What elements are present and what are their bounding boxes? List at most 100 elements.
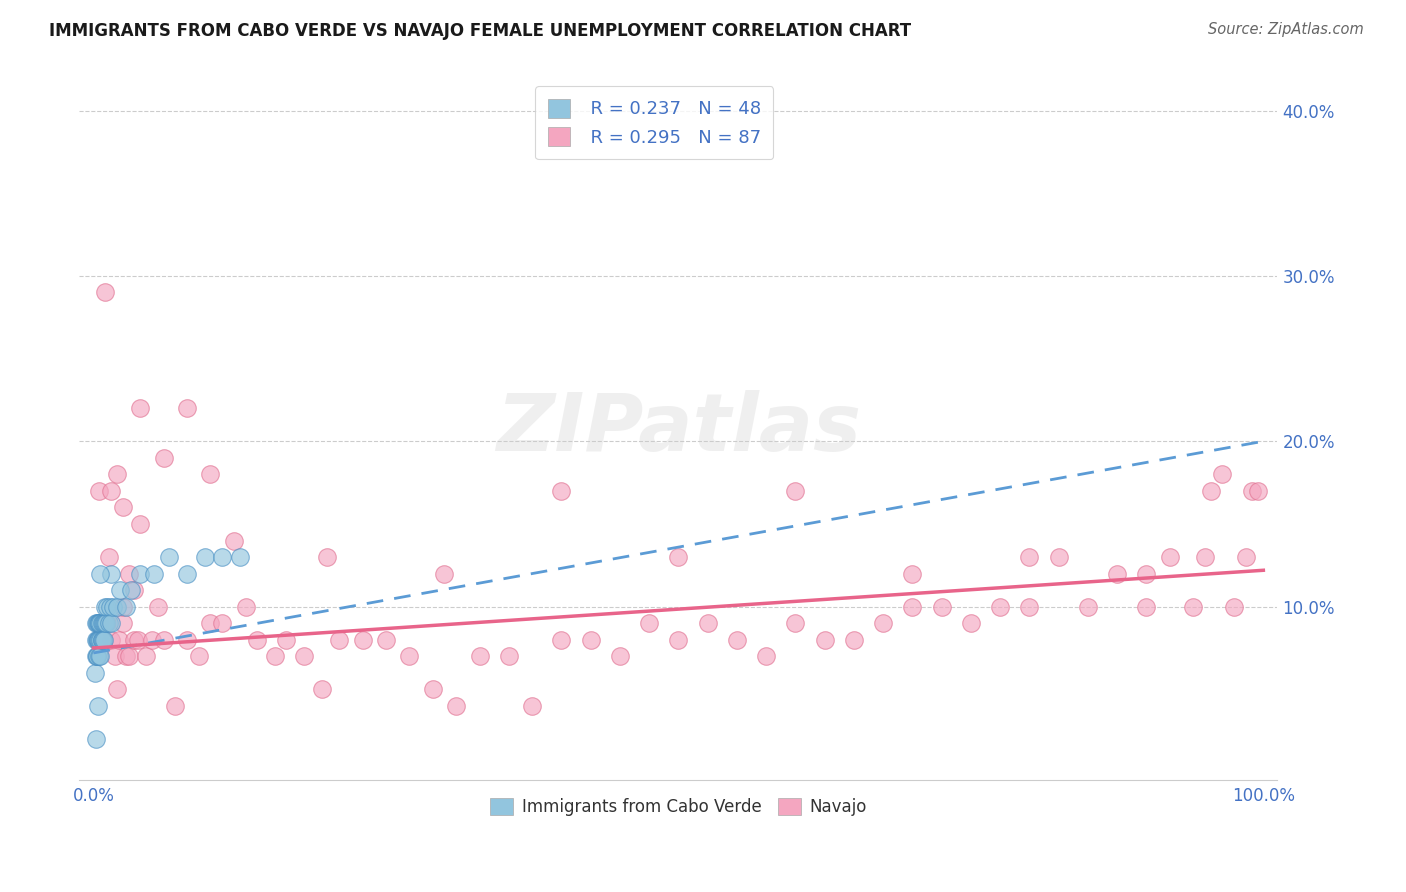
Point [100, 483, 122, 498]
Point [668, 632, 690, 647]
Point [146, 599, 169, 614]
Point [1234, 549, 1257, 564]
Point [96, 616, 118, 631]
Point [105, 599, 128, 614]
Text: ZIPatlas: ZIPatlas [496, 390, 860, 468]
Point [292, 649, 315, 664]
Point [84, 632, 107, 647]
Point [960, 616, 983, 631]
Point [1135, 599, 1157, 614]
Point [87, 616, 110, 631]
Point [127, 632, 149, 647]
Point [90, 632, 112, 647]
Point [129, 401, 152, 416]
Point [1077, 599, 1099, 614]
Point [1107, 566, 1129, 581]
Point [111, 500, 134, 515]
Point [374, 632, 396, 647]
Point [108, 632, 131, 647]
Point [1182, 599, 1205, 614]
Point [276, 632, 298, 647]
Point [84, 616, 107, 631]
Point [785, 616, 807, 631]
Point [1246, 483, 1268, 498]
Point [89, 616, 111, 631]
Point [988, 599, 1011, 614]
Point [872, 616, 894, 631]
Point [901, 566, 924, 581]
Point [1135, 566, 1157, 581]
Point [696, 616, 718, 631]
Point [609, 649, 631, 664]
Text: Source: ZipAtlas.com: Source: ZipAtlas.com [1208, 22, 1364, 37]
Point [1199, 483, 1222, 498]
Point [91, 616, 114, 631]
Point [668, 549, 690, 564]
Point [228, 549, 250, 564]
Point [100, 616, 122, 631]
Point [86, 616, 108, 631]
Point [398, 649, 420, 664]
Point [211, 616, 233, 631]
Point [96, 616, 118, 631]
Point [263, 649, 285, 664]
Point [129, 516, 152, 531]
Point [103, 599, 125, 614]
Point [124, 583, 146, 598]
Point [246, 632, 269, 647]
Point [200, 616, 222, 631]
Point [159, 549, 181, 564]
Point [638, 616, 661, 631]
Point [165, 698, 187, 713]
Point [86, 632, 108, 647]
Point [1018, 549, 1040, 564]
Text: IMMIGRANTS FROM CABO VERDE VS NAVAJO FEMALE UNEMPLOYMENT CORRELATION CHART: IMMIGRANTS FROM CABO VERDE VS NAVAJO FEM… [49, 22, 911, 40]
Point [194, 549, 217, 564]
Point [152, 632, 174, 647]
Point [1240, 483, 1263, 498]
Point [89, 632, 111, 647]
Point [520, 698, 543, 713]
Point [498, 649, 520, 664]
Point [89, 616, 111, 631]
Point [1211, 467, 1233, 482]
Point [93, 632, 115, 647]
Point [120, 583, 142, 598]
Point [141, 632, 163, 647]
Point [152, 450, 174, 465]
Point [931, 599, 953, 614]
Point [311, 682, 333, 697]
Point [86, 649, 108, 664]
Point [316, 549, 339, 564]
Point [755, 649, 778, 664]
Point [94, 616, 117, 631]
Point [1223, 599, 1246, 614]
Point [176, 632, 198, 647]
Point [444, 698, 467, 713]
Point [235, 599, 257, 614]
Point [1018, 599, 1040, 614]
Point [103, 649, 125, 664]
Point [1194, 549, 1216, 564]
Point [550, 483, 572, 498]
Point [84, 649, 107, 664]
Point [422, 682, 444, 697]
Point [87, 698, 110, 713]
Point [117, 649, 139, 664]
Point [901, 599, 924, 614]
Point [84, 731, 107, 746]
Point [115, 649, 138, 664]
Point [187, 649, 209, 664]
Point [94, 599, 117, 614]
Point [97, 616, 120, 631]
Point [100, 566, 122, 581]
Point [176, 401, 198, 416]
Point [89, 616, 111, 631]
Point [89, 483, 111, 498]
Point [1159, 549, 1181, 564]
Point [115, 599, 138, 614]
Point [1047, 549, 1070, 564]
Point [100, 632, 122, 647]
Point [93, 616, 115, 631]
Point [129, 566, 152, 581]
